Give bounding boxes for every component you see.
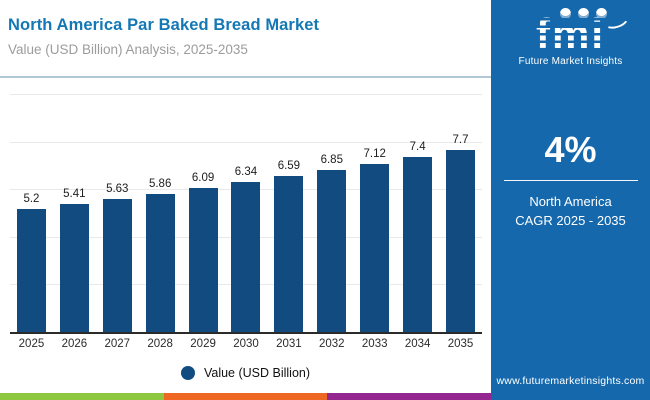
bar[interactable] — [403, 156, 433, 333]
fmi-logo[interactable]: fmi Future Market Insights — [511, 8, 631, 67]
bar[interactable] — [317, 169, 347, 333]
x-axis-tick-label: 2025 — [18, 338, 45, 350]
bar-value-label: 7.12 — [363, 147, 386, 160]
x-axis-tick-label: 2034 — [404, 338, 431, 350]
bar-group: 5.2 — [10, 95, 53, 333]
x-axis-tick-label: 2026 — [61, 338, 88, 350]
cagr-divider — [503, 180, 638, 181]
bar[interactable] — [16, 209, 46, 333]
gridline — [10, 141, 482, 143]
x-axis-labels: 2025 2026 2027 2028 2029 2030 2031 2032 2033 2034… — [10, 338, 482, 350]
bar-group: 7.7 — [439, 95, 482, 333]
website-link[interactable]: www.futuremarketinsights.com — [496, 375, 645, 387]
bar[interactable] — [188, 188, 218, 333]
bar-value-label: 7.4 — [409, 140, 426, 153]
strip-orange — [163, 393, 328, 400]
bar-value-label: 5.86 — [148, 177, 172, 190]
brand-color-strip — [0, 393, 492, 400]
logo-tagline: Future Market Insights — [518, 56, 623, 67]
bar-group: 6.59 — [267, 95, 310, 333]
legend-swatch-icon — [180, 366, 195, 380]
legend-label: Value (USD Billion) — [203, 366, 311, 380]
page-subtitle: Value (USD Billion) Analysis, 2025-2035 — [8, 42, 248, 57]
bar-value-label: 5.41 — [63, 188, 86, 201]
chart-header: North America Par Baked Bread Market Val… — [0, 0, 491, 57]
x-axis-tick-label: 2030 — [233, 338, 259, 350]
bar-group: 7.4 — [396, 95, 439, 333]
bar[interactable] — [59, 204, 89, 333]
cagr-region: North America — [529, 194, 612, 209]
header-divider — [0, 76, 491, 78]
bars: 5.2 5.41 5.63 5.86 6.09 6.34 6.59 6.85 7.12 7.4 7.… — [10, 95, 482, 333]
bar-group: 6.09 — [182, 95, 225, 333]
bar-value-label: 5.63 — [106, 183, 129, 196]
cagr-block: 4% North America CAGR 2025 - 2035 — [491, 129, 650, 231]
strip-purple — [327, 393, 492, 400]
bar[interactable] — [145, 193, 175, 333]
x-axis-tick-label: 2031 — [276, 338, 302, 350]
x-axis-tick-label: 2028 — [147, 338, 173, 350]
x-axis-tick-label: 2029 — [190, 338, 216, 350]
x-axis-tick-label: 2035 — [447, 338, 474, 350]
x-axis-tick-label: 2027 — [104, 338, 131, 350]
chart-legend[interactable]: Value (USD Billion) — [0, 366, 491, 380]
x-axis-line — [10, 332, 482, 334]
bar-group: 5.63 — [96, 95, 139, 333]
chart-panel: North America Par Baked Bread Market Val… — [0, 0, 492, 400]
bar-group: 7.12 — [353, 95, 396, 333]
x-axis-tick-label: 2032 — [319, 338, 345, 350]
x-axis-tick-label: 2033 — [361, 338, 388, 350]
bar-group: 5.86 — [139, 95, 182, 333]
bar[interactable] — [274, 176, 304, 333]
bar-group: 6.85 — [310, 95, 353, 333]
sidebar: fmi Future Market Insights 4% North Amer… — [491, 0, 650, 400]
bar-chart-plot: 5.2 5.41 5.63 5.86 6.09 6.34 6.59 6.85 7.12 7.4 7.… — [10, 94, 482, 334]
strip-green — [0, 393, 164, 400]
bar[interactable] — [102, 199, 132, 333]
gridline — [10, 94, 482, 95]
bar-value-label: 5.2 — [23, 193, 40, 206]
bar-group: 5.41 — [53, 95, 96, 333]
bar[interactable] — [231, 182, 261, 333]
cagr-value: 4% — [544, 129, 597, 170]
logo-stripes — [536, 13, 605, 55]
bar-value-label: 6.59 — [277, 160, 301, 173]
bar-group: 6.34 — [225, 95, 268, 333]
bar-value-label: 6.09 — [191, 172, 215, 185]
bar-value-label: 6.34 — [234, 166, 258, 179]
bar-value-label: 6.85 — [320, 153, 343, 166]
page-title: North America Par Baked Bread Market — [8, 16, 320, 34]
bar[interactable] — [360, 163, 390, 333]
cagr-period: CAGR 2025 - 2035 — [515, 212, 626, 228]
bar[interactable] — [446, 149, 476, 333]
bar-value-label: 7.7 — [452, 133, 469, 146]
